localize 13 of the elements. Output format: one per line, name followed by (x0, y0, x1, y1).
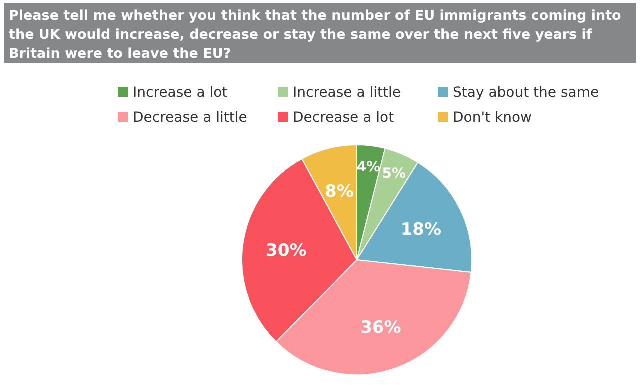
data-label: 8% (325, 182, 354, 202)
data-label: 4% (356, 159, 381, 176)
legend-label: Decrease a lot (293, 110, 395, 126)
data-label: 5% (382, 166, 406, 182)
legend-label: Increase a lot (133, 85, 228, 101)
legend-label: Stay about the same (453, 85, 600, 101)
legend-label: Don't know (453, 110, 532, 126)
data-label: 18% (400, 220, 442, 240)
legend-label: Decrease a little (133, 110, 248, 126)
chart-title: Please tell me whether you think that the number of EU immigrants coming into the UK would increase, decrease or stay the same over the next five years if Britain were to leave the EU? (9, 8, 622, 62)
data-label: 36% (360, 318, 402, 338)
legend-label: Increase a little (293, 85, 401, 101)
data-label: 30% (266, 241, 307, 262)
